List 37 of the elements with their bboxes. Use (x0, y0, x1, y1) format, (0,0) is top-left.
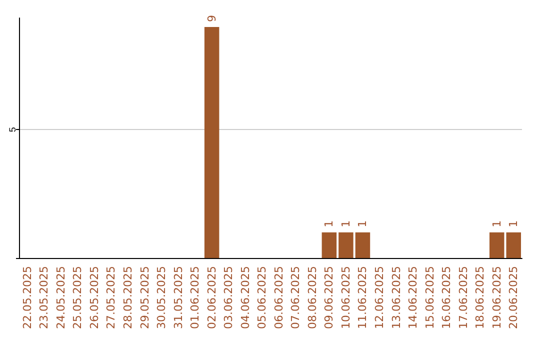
x-tick-label: 02.06.2025 (205, 266, 218, 330)
x-tick-label: 05.06.2025 (256, 266, 269, 330)
x-tick-label: 10.06.2025 (339, 266, 352, 330)
x-tick-label: 23.05.2025 (38, 266, 51, 330)
data-label: 1 (507, 220, 520, 228)
x-tick-label: 15.06.2025 (423, 266, 436, 330)
x-tick-label: 06.06.2025 (272, 266, 286, 330)
y-tick-label: 5 (8, 127, 18, 132)
x-tick-label: 28.05.2025 (121, 266, 134, 330)
x-tick-label: 11.06.2025 (356, 266, 370, 330)
x-tick-label: 03.06.2025 (222, 266, 236, 330)
x-tick-label: 18.06.2025 (474, 266, 487, 330)
x-tick-label: 20.06.2025 (507, 266, 520, 330)
x-tick-label: 12.06.2025 (372, 266, 386, 330)
x-tick-label: 14.06.2025 (406, 266, 420, 330)
x-tick-label: 07.06.2025 (289, 266, 302, 330)
x-tick-label: 04.06.2025 (238, 266, 252, 330)
x-tick-label: 22.05.2025 (20, 266, 34, 330)
x-tick-label: 29.05.2025 (138, 266, 152, 330)
data-label: 1 (339, 220, 352, 228)
data-label: 1 (322, 220, 336, 228)
x-tick-label: 31.05.2025 (172, 266, 185, 330)
x-tick-label: 01.06.2025 (188, 266, 202, 330)
x-tick-label: 26.05.2025 (88, 266, 101, 330)
x-tick-label: 19.06.2025 (490, 266, 504, 330)
x-tick-label: 17.06.2025 (456, 266, 470, 330)
x-tick-label: 25.05.2025 (71, 266, 84, 330)
x-tick-label: 30.05.2025 (155, 266, 168, 330)
x-tick-label: 24.05.2025 (54, 266, 68, 330)
data-label: 1 (356, 220, 370, 228)
data-label: 1 (490, 220, 504, 228)
x-tick-label: 16.06.2025 (440, 266, 454, 330)
x-tick-label: 13.06.2025 (390, 266, 403, 330)
x-tick-label: 09.06.2025 (322, 266, 336, 330)
data-label: 9 (205, 14, 218, 22)
x-tick-label: 27.05.2025 (104, 266, 118, 330)
x-tick-label: 08.06.2025 (306, 266, 319, 330)
